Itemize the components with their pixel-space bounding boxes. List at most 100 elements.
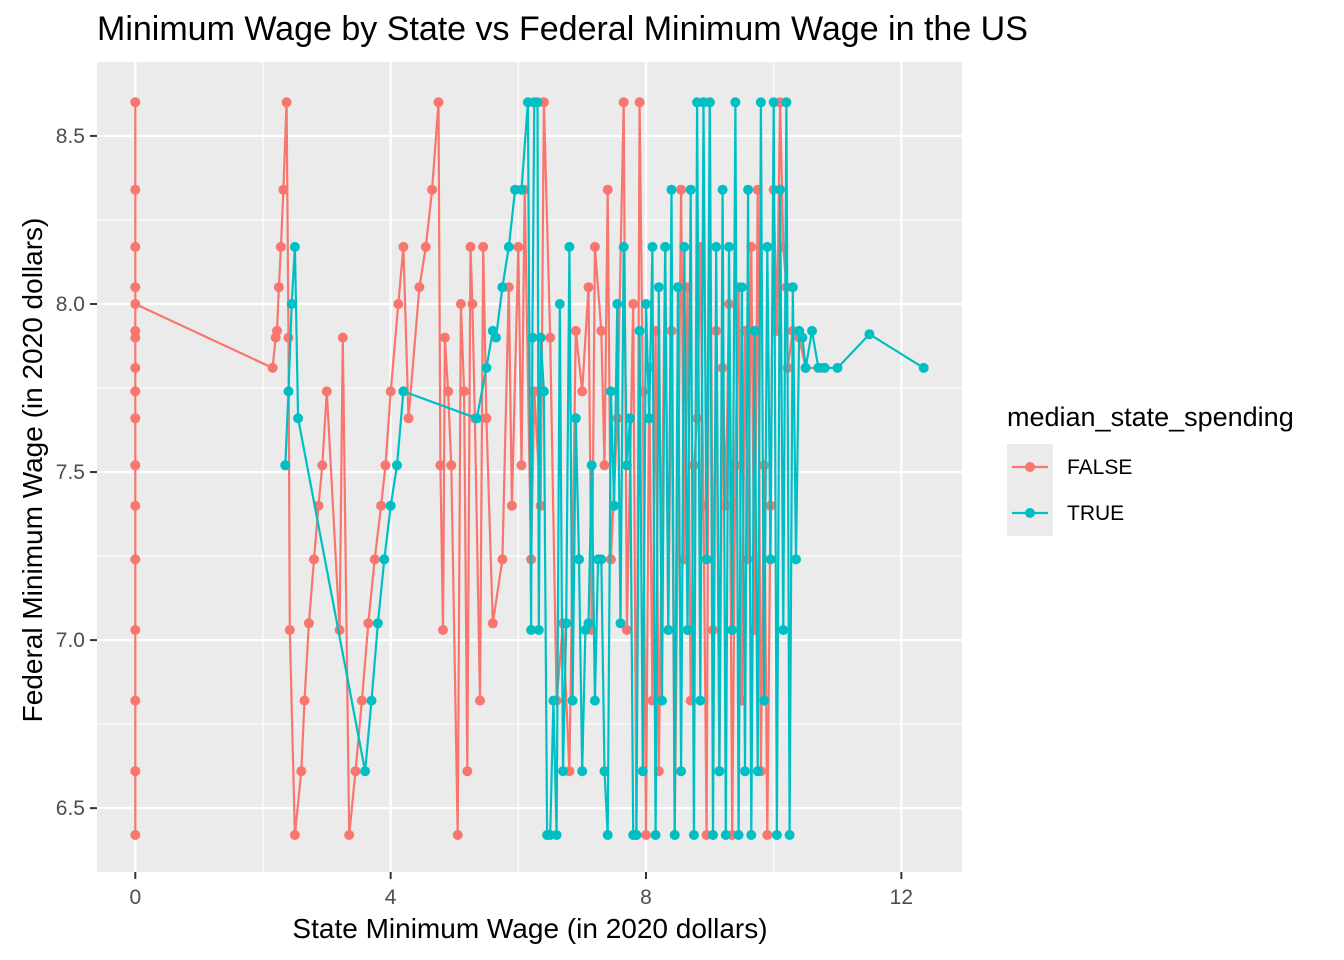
data-point bbox=[303, 618, 314, 629]
data-point bbox=[289, 830, 300, 840]
data-point bbox=[481, 362, 492, 373]
data-point bbox=[621, 625, 632, 635]
data-point bbox=[660, 241, 671, 252]
legend-point-true bbox=[1025, 508, 1035, 518]
data-point bbox=[372, 618, 383, 629]
y-tick-label: 6.5 bbox=[56, 797, 85, 820]
data-point bbox=[615, 618, 626, 629]
data-point bbox=[438, 625, 448, 635]
data-point bbox=[532, 97, 543, 108]
data-point bbox=[692, 413, 703, 424]
data-point bbox=[369, 554, 380, 565]
data-point bbox=[130, 695, 141, 706]
data-point bbox=[393, 299, 404, 309]
data-point bbox=[130, 97, 141, 108]
data-point bbox=[625, 413, 635, 424]
data-point bbox=[452, 830, 463, 840]
data-point bbox=[682, 625, 693, 635]
data-point bbox=[130, 362, 141, 373]
data-point bbox=[535, 332, 546, 343]
x-axis-ticks: 0 4 8 12 bbox=[129, 872, 913, 909]
data-point bbox=[819, 362, 830, 373]
data-point bbox=[551, 830, 562, 840]
data-point bbox=[558, 766, 568, 777]
data-point bbox=[596, 325, 607, 336]
data-point bbox=[392, 460, 402, 471]
data-point bbox=[398, 386, 409, 397]
series-true bbox=[280, 97, 929, 840]
data-point bbox=[602, 184, 613, 195]
data-point bbox=[797, 332, 808, 343]
data-point bbox=[554, 299, 565, 309]
data-point bbox=[462, 766, 473, 777]
data-point bbox=[130, 766, 141, 777]
y-tick-label: 7.5 bbox=[56, 461, 85, 484]
data-point bbox=[720, 500, 731, 511]
data-point bbox=[363, 618, 374, 629]
data-point bbox=[130, 554, 141, 565]
data-point bbox=[283, 386, 294, 397]
data-point bbox=[724, 241, 734, 252]
data-point bbox=[583, 282, 594, 293]
chart-title: Minimum Wage by State vs Federal Minimum… bbox=[97, 10, 1028, 48]
data-point bbox=[497, 282, 508, 293]
data-point bbox=[787, 282, 798, 293]
x-tick-label: 8 bbox=[640, 886, 652, 909]
data-point bbox=[583, 618, 594, 629]
data-point bbox=[516, 184, 527, 195]
data-point bbox=[918, 362, 929, 373]
data-point bbox=[296, 766, 307, 777]
data-point bbox=[503, 241, 514, 252]
data-point bbox=[641, 299, 651, 309]
y-tick-label: 8.0 bbox=[56, 293, 85, 316]
data-point bbox=[612, 299, 623, 309]
data-point bbox=[130, 299, 141, 309]
data-point bbox=[599, 766, 610, 777]
data-point bbox=[433, 97, 444, 108]
data-point bbox=[564, 241, 575, 252]
data-point bbox=[465, 241, 476, 252]
legend-label-true: TRUE bbox=[1067, 502, 1124, 525]
data-point bbox=[762, 830, 773, 840]
data-point bbox=[403, 413, 414, 424]
data-point bbox=[446, 460, 457, 471]
data-point bbox=[366, 695, 377, 706]
data-point bbox=[749, 325, 760, 336]
data-point bbox=[427, 184, 438, 195]
x-tick-label: 4 bbox=[385, 886, 397, 909]
data-point bbox=[688, 830, 699, 840]
data-point bbox=[800, 362, 811, 373]
data-point bbox=[130, 500, 141, 511]
data-point bbox=[759, 695, 770, 706]
data-point bbox=[781, 97, 792, 108]
data-point bbox=[628, 299, 639, 309]
data-point bbox=[708, 830, 718, 840]
data-point bbox=[317, 460, 328, 471]
data-point bbox=[435, 460, 446, 471]
data-point bbox=[414, 282, 425, 293]
data-point bbox=[497, 554, 508, 565]
data-point bbox=[516, 460, 527, 471]
data-point bbox=[596, 554, 607, 565]
data-point bbox=[130, 460, 141, 471]
data-point bbox=[293, 413, 304, 424]
data-point bbox=[672, 282, 683, 293]
data-point bbox=[740, 766, 750, 777]
legend-point-false bbox=[1025, 462, 1035, 472]
y-axis-ticks: 6.5 7.0 7.5 8.0 8.5 bbox=[56, 125, 97, 820]
data-point bbox=[577, 386, 588, 397]
data-point bbox=[420, 241, 431, 252]
data-point bbox=[398, 241, 409, 252]
data-point bbox=[561, 618, 572, 629]
data-point bbox=[657, 695, 667, 706]
data-point bbox=[267, 362, 278, 373]
data-point bbox=[533, 625, 544, 635]
data-point bbox=[730, 97, 741, 108]
data-point bbox=[385, 500, 396, 511]
data-point bbox=[727, 625, 738, 635]
data-point bbox=[679, 241, 690, 252]
data-point bbox=[605, 554, 616, 565]
data-point bbox=[487, 618, 498, 629]
data-point bbox=[278, 184, 289, 195]
x-tick-label: 0 bbox=[129, 886, 141, 909]
